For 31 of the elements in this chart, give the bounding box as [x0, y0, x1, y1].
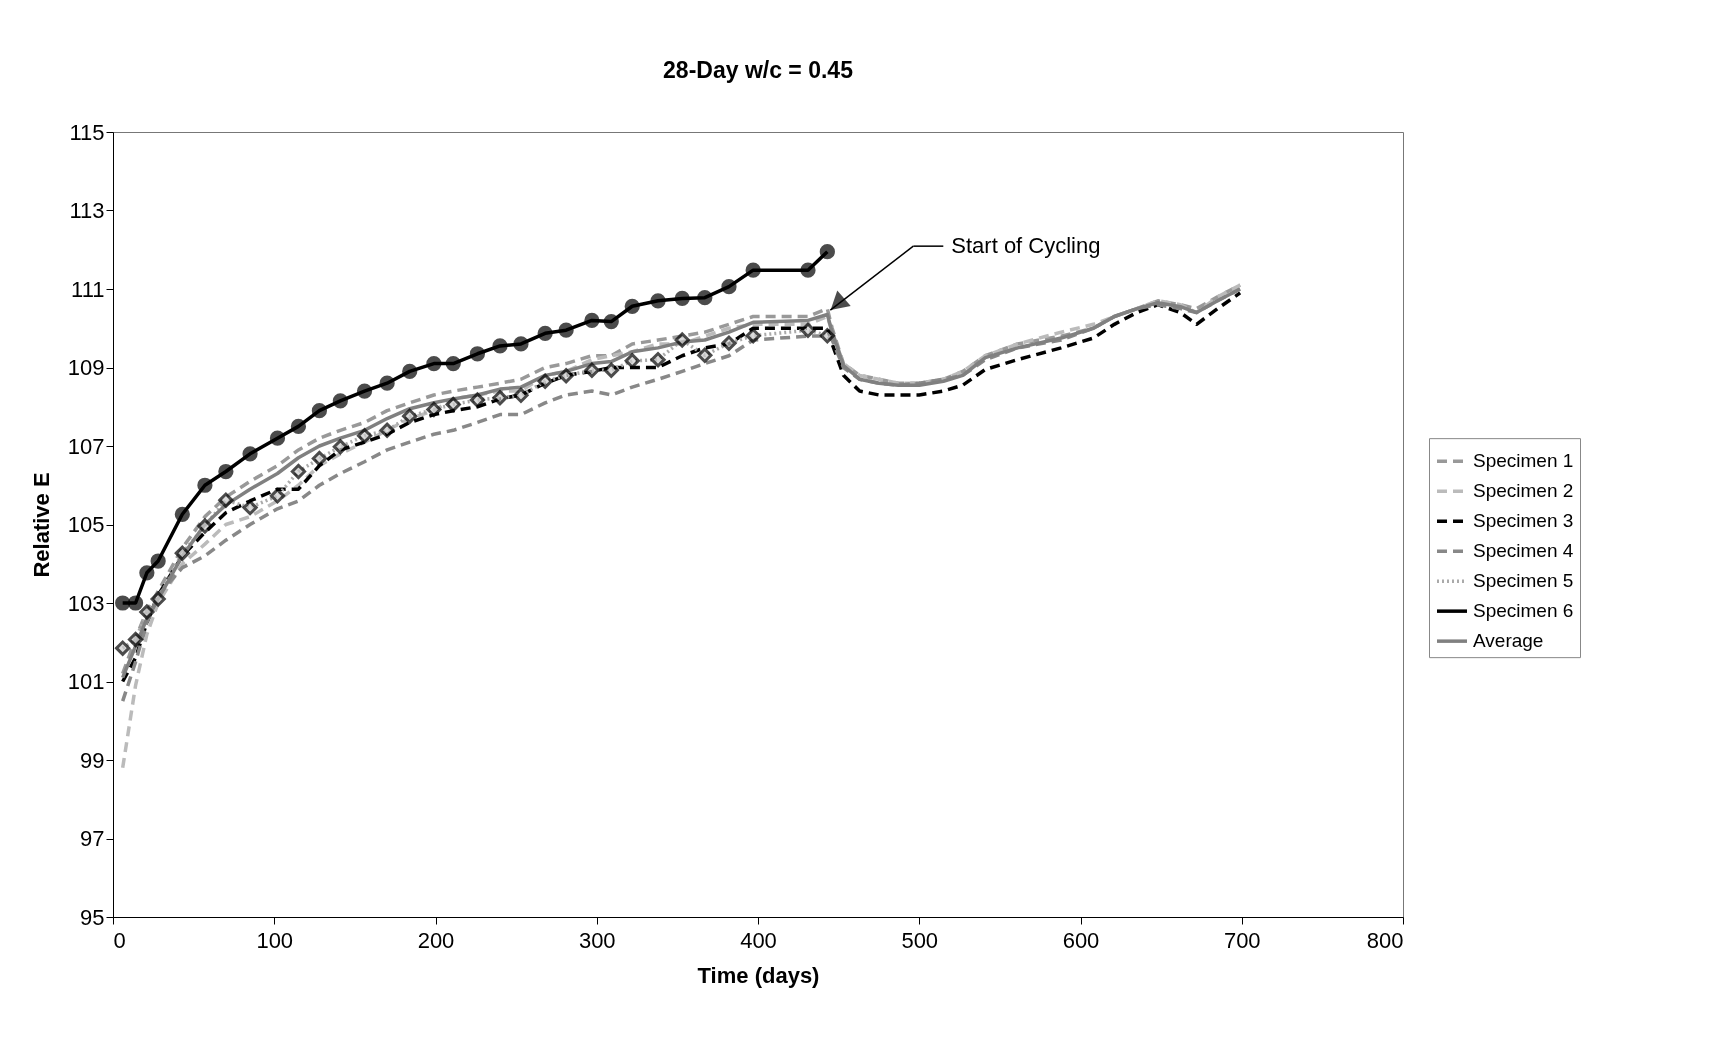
x-tick-label: 800 [1366, 927, 1404, 953]
x-tick-label: 200 [417, 927, 455, 953]
y-axis-title: Relative E [28, 472, 54, 578]
y-tick-label: 103 [67, 590, 105, 616]
y-tick-label: 109 [67, 355, 105, 380]
y-tick-label: 113 [69, 198, 105, 223]
y-tick-label: 99 [80, 747, 105, 773]
legend-label: Specimen 1 [1473, 450, 1574, 472]
x-tick-label: 700 [1223, 927, 1261, 953]
x-tick-label: 100 [256, 927, 294, 953]
legend-label: Specimen 3 [1473, 510, 1574, 532]
y-tick-label: 105 [67, 512, 105, 537]
chart-title: 28-Day w/c = 0.45 [663, 57, 854, 83]
x-tick-label: 600 [1062, 927, 1100, 953]
annotation: Start of Cycling [951, 233, 1101, 259]
legend-label: Specimen 6 [1473, 600, 1574, 622]
x-tick-label: 0 [113, 927, 126, 953]
x-tick-label: 300 [578, 927, 616, 953]
legend-label: Specimen 5 [1473, 570, 1574, 592]
x-tick-label: 400 [740, 927, 777, 953]
y-tick-label: 97 [80, 826, 105, 851]
y-tick-label: 95 [80, 904, 105, 930]
y-tick-label: 111 [71, 276, 105, 302]
y-tick-label: 101 [67, 669, 105, 694]
legend-label: Average [1473, 630, 1544, 652]
x-axis-title: Time (days) [697, 962, 820, 988]
y-tick-label: 115 [69, 119, 105, 145]
y-tick-label: 107 [67, 433, 105, 459]
legend-label: Specimen 4 [1473, 540, 1574, 562]
x-tick-label: 500 [901, 927, 939, 953]
legend-label: Specimen 2 [1473, 480, 1574, 502]
